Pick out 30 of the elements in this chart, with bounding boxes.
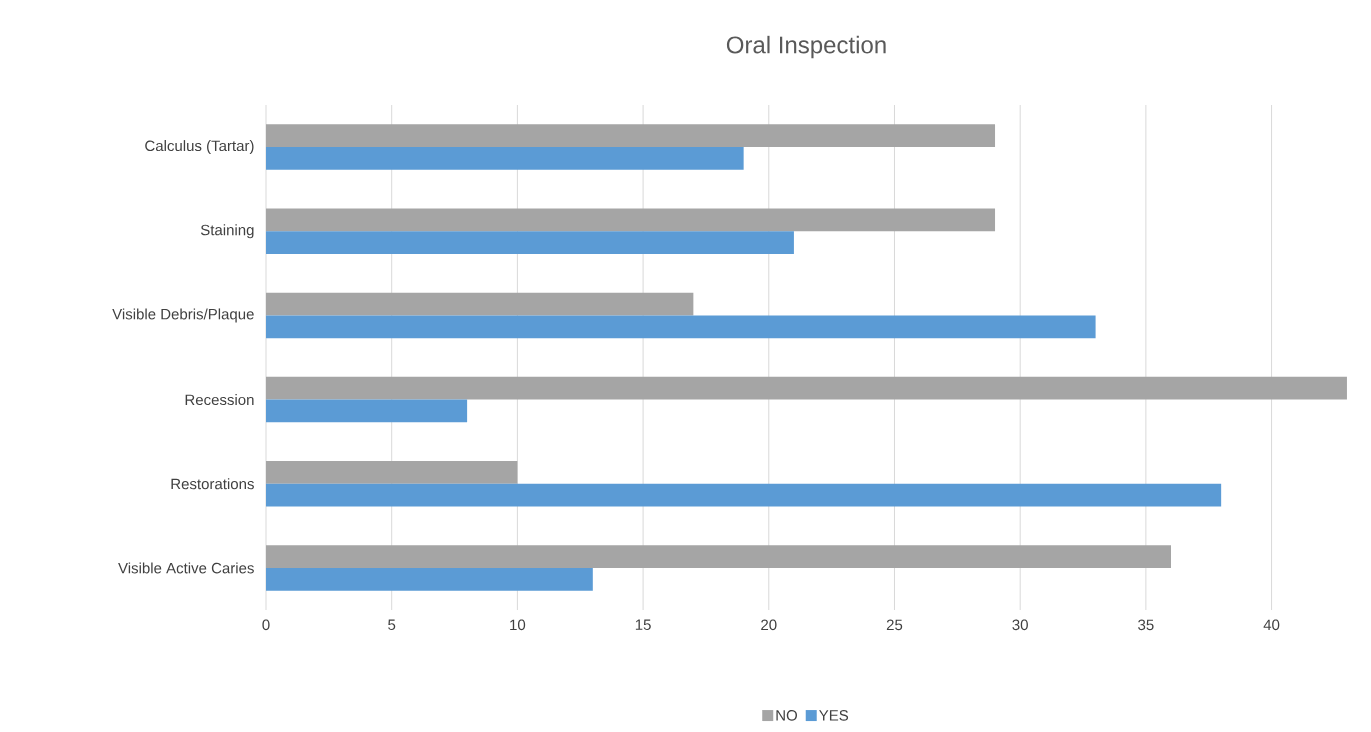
bar (266, 315, 1096, 339)
chart-title: Oral Inspection (726, 35, 886, 59)
bar (266, 399, 468, 423)
x-tick-label: 25 (886, 619, 903, 631)
bar (266, 231, 794, 254)
y-tick-label: Restorations (171, 478, 254, 490)
bar (266, 208, 996, 232)
x-tick-label: 10 (510, 619, 526, 631)
y-tick-label: Calculus (Tartar) (145, 140, 254, 155)
x-tick-label: 0 (262, 619, 270, 631)
bar (266, 545, 1172, 568)
bar (266, 376, 1347, 400)
x-tick-label: 5 (388, 619, 396, 630)
y-tick-label: Visible Active Caries (118, 562, 254, 574)
legend-label: NO (776, 710, 798, 721)
x-tick-label: 40 (1263, 619, 1280, 631)
x-tick-label: 20 (761, 619, 777, 631)
x-tick-label: 35 (1138, 619, 1154, 631)
bar (266, 124, 996, 148)
bar (266, 461, 518, 484)
bar (266, 483, 1222, 507)
y-tick-label: Staining (200, 224, 254, 239)
x-tick-label: 15 (635, 619, 651, 630)
y-tick-label: Recession (185, 394, 254, 406)
y-tick-label: Visible Debris/Plaque (112, 308, 254, 323)
legend-label: YES (819, 710, 849, 721)
bar (266, 292, 694, 316)
bar (266, 147, 744, 170)
bar (266, 567, 593, 591)
x-tick-label: 30 (1012, 619, 1028, 631)
